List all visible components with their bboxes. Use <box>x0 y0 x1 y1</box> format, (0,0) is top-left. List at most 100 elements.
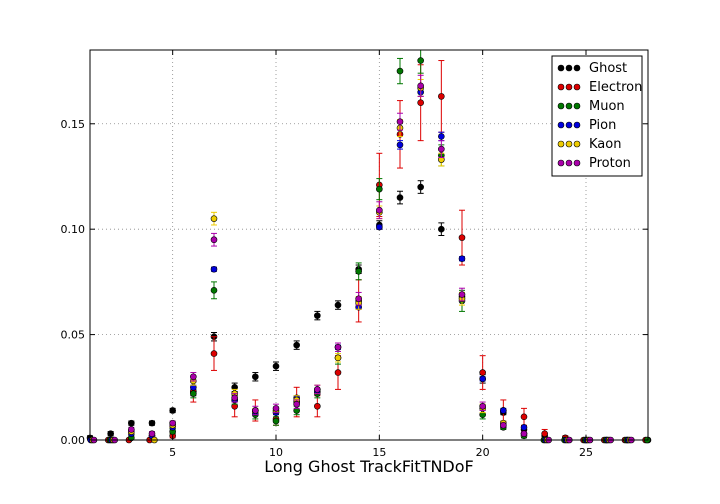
legend-item: Proton <box>557 156 631 171</box>
data-point <box>190 390 197 397</box>
data-point <box>107 430 114 437</box>
data-point <box>314 386 321 393</box>
legend-label: Proton <box>589 156 631 171</box>
data-point <box>148 430 156 437</box>
legend-marker <box>573 140 581 148</box>
data-point <box>520 424 528 431</box>
data-point <box>210 215 218 222</box>
data-point <box>334 354 342 362</box>
data-point <box>293 400 300 408</box>
data-point <box>438 93 445 100</box>
data-point <box>479 369 486 376</box>
data-point <box>417 57 424 64</box>
data-point <box>520 430 528 437</box>
legend-item: Kaon <box>557 137 621 152</box>
data-point <box>417 82 424 90</box>
legend-label: Electron <box>589 80 642 95</box>
legend-item: Electron <box>557 80 642 95</box>
legend-marker <box>573 159 581 167</box>
series-proton <box>90 74 635 444</box>
data-point <box>293 341 300 349</box>
legend-marker <box>565 102 573 110</box>
data-point <box>417 183 424 191</box>
legend-item: Ghost <box>557 61 627 76</box>
legend-marker <box>557 83 565 91</box>
legend-box <box>551 55 643 177</box>
data-point <box>210 287 218 294</box>
legend-marker <box>565 64 573 72</box>
data-point <box>417 99 424 107</box>
data-point <box>458 255 466 263</box>
data-point <box>500 407 507 414</box>
legend-marker <box>557 159 565 167</box>
legend-marker <box>565 83 573 91</box>
axis-ticks: 5 10 15 20 25 0.00 0.05 0.10 0.15 <box>61 50 648 459</box>
data-point <box>355 295 362 303</box>
data-point <box>210 265 218 273</box>
data-point <box>272 362 280 370</box>
legend-label: Muon <box>589 99 625 114</box>
data-point <box>128 426 135 433</box>
legend-label: Ghost <box>589 61 627 76</box>
y-tick-label: 0.00 <box>61 434 86 447</box>
data-point <box>272 417 280 425</box>
data-point <box>520 413 528 421</box>
data-point <box>231 394 238 402</box>
data-point <box>541 430 548 437</box>
legend-marker <box>565 159 573 167</box>
data-point <box>458 291 466 298</box>
data-point <box>438 133 445 140</box>
legend-marker <box>557 64 565 72</box>
x-axis-title: Long Ghost TrackFitTNDoF <box>264 457 474 476</box>
legend-label: Kaon <box>589 137 621 152</box>
data-point <box>210 350 218 357</box>
data-point <box>376 223 383 231</box>
data-point <box>334 343 342 351</box>
data-point <box>272 405 280 412</box>
data-point <box>396 118 404 125</box>
data-point <box>396 67 404 75</box>
data-point <box>396 141 404 149</box>
y-tick-label: 0.05 <box>61 329 86 342</box>
x-tick-label: 5 <box>169 446 176 459</box>
legend-marker <box>573 121 581 129</box>
y-tick-label: 0.15 <box>61 118 86 131</box>
x-tick-label: 25 <box>579 446 593 459</box>
data-point <box>458 234 466 241</box>
data-point <box>169 419 176 427</box>
data-point <box>190 373 197 381</box>
legend-item: Pion <box>557 118 616 133</box>
data-series <box>86 49 652 444</box>
x-tick-label: 20 <box>476 446 490 459</box>
data-point <box>334 301 342 309</box>
data-point <box>479 402 486 410</box>
data-point <box>252 373 259 381</box>
data-point <box>500 421 507 429</box>
data-point <box>479 375 486 383</box>
data-point <box>355 268 362 275</box>
x-tick-label: 10 <box>269 446 283 459</box>
y-tick-label: 0.10 <box>61 223 86 236</box>
data-point <box>252 407 259 414</box>
data-point <box>128 419 135 427</box>
legend-marker <box>573 64 581 72</box>
data-point <box>438 145 445 153</box>
data-point <box>314 312 321 319</box>
data-point <box>376 206 383 214</box>
legend-item: Muon <box>557 99 625 114</box>
data-point <box>334 369 342 376</box>
data-point <box>169 407 176 414</box>
legend: Ghost Electron Muon Pion Kaon Proton <box>551 55 643 177</box>
plot-frame <box>89 49 649 441</box>
legend-marker <box>573 83 581 91</box>
data-point <box>210 236 218 244</box>
data-point <box>438 225 445 233</box>
legend-marker <box>557 121 565 129</box>
data-point <box>376 185 383 193</box>
x-tick-label: 15 <box>372 446 386 459</box>
legend-marker <box>565 121 573 129</box>
data-point <box>396 194 404 201</box>
data-point <box>148 419 156 427</box>
legend-marker <box>565 140 573 148</box>
